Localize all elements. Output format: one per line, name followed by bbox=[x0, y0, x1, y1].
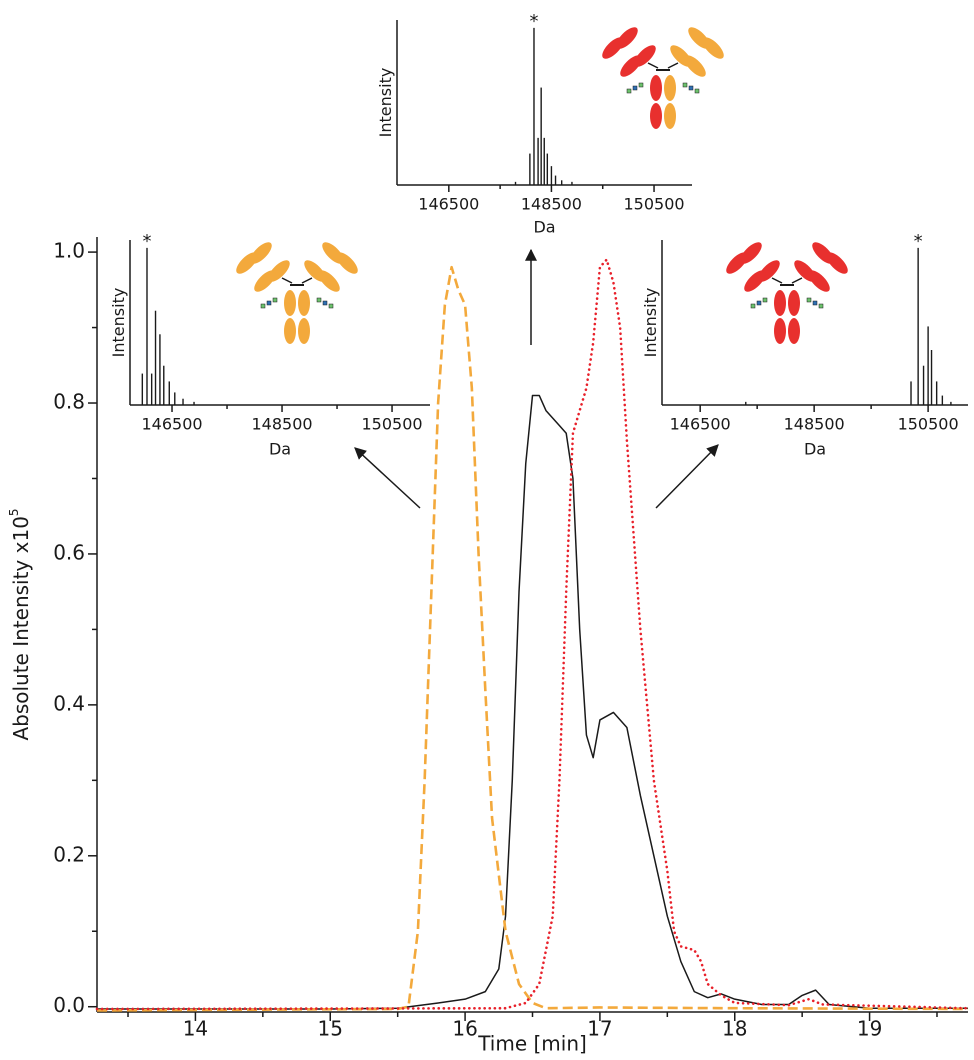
glycan bbox=[632, 85, 638, 91]
domain bbox=[284, 318, 296, 344]
domain bbox=[254, 270, 276, 292]
domain bbox=[298, 290, 310, 316]
domain bbox=[650, 75, 662, 101]
x-tick-label: 17 bbox=[587, 1017, 612, 1041]
y-tick-label: 0.4 bbox=[53, 691, 85, 715]
glycan bbox=[638, 82, 644, 88]
glycan bbox=[682, 82, 688, 88]
domain bbox=[788, 318, 800, 344]
arrow bbox=[655, 444, 719, 509]
x-axis-label: Da bbox=[533, 218, 555, 237]
x-tick-label: 150500 bbox=[623, 195, 684, 214]
y-axis-label: Intensity bbox=[641, 288, 660, 358]
disulfide bbox=[647, 62, 659, 69]
y-axis-label-text: Intensity bbox=[376, 68, 395, 138]
x-tick-label: 15 bbox=[318, 1017, 343, 1041]
x-tick-label: 150500 bbox=[362, 415, 423, 434]
y-axis-label-text: Absolute Intensity x10 bbox=[9, 516, 33, 740]
x-tick-label: 148500 bbox=[521, 195, 582, 214]
disulfide bbox=[791, 277, 803, 284]
x-tick-label: 16 bbox=[452, 1017, 477, 1041]
domain bbox=[788, 290, 800, 316]
x-tick-label: 146500 bbox=[670, 415, 731, 434]
y-axis-label: Absolute Intensity x105 bbox=[7, 508, 33, 740]
y-tick-label: 0.2 bbox=[53, 842, 85, 866]
domain bbox=[620, 55, 642, 77]
glycan bbox=[812, 300, 818, 306]
domain bbox=[336, 252, 358, 274]
antibody-icon bbox=[726, 242, 848, 344]
x-axis-label: Time [min] bbox=[477, 1032, 587, 1056]
domain bbox=[774, 290, 786, 316]
domain bbox=[664, 103, 676, 129]
x-axis-label: Da bbox=[804, 440, 826, 459]
domain bbox=[684, 55, 706, 77]
y-tick-label: 0.8 bbox=[53, 390, 85, 414]
domain bbox=[236, 252, 258, 274]
glycan bbox=[328, 303, 334, 309]
antibody-icon bbox=[602, 27, 724, 129]
y-axis-label: Intensity bbox=[376, 68, 395, 138]
x-tick-label: 148500 bbox=[784, 415, 845, 434]
y-axis-label: Intensity bbox=[109, 288, 128, 358]
glycan bbox=[260, 303, 266, 309]
glycan bbox=[266, 300, 272, 306]
trace bbox=[97, 394, 968, 1010]
domain bbox=[744, 270, 766, 292]
x-tick-label: 148500 bbox=[251, 415, 312, 434]
x-tick-label: 150500 bbox=[898, 415, 959, 434]
domain bbox=[808, 270, 830, 292]
antibody-icons bbox=[236, 27, 848, 344]
glycan bbox=[694, 88, 700, 94]
x-tick-label: 146500 bbox=[418, 195, 479, 214]
domain bbox=[702, 37, 724, 59]
glycan bbox=[316, 297, 322, 303]
domain bbox=[650, 103, 662, 129]
disulfide bbox=[667, 62, 679, 69]
antibody-icon bbox=[236, 242, 358, 344]
y-tick-label: 0.0 bbox=[53, 993, 85, 1017]
glycan bbox=[626, 88, 632, 94]
domain bbox=[602, 37, 624, 59]
x-tick-label: 18 bbox=[722, 1017, 747, 1041]
arrows bbox=[354, 248, 719, 509]
glycan bbox=[750, 303, 756, 309]
y-axis-label-exponent: 5 bbox=[7, 508, 21, 516]
glycan bbox=[756, 300, 762, 306]
arrow bbox=[354, 447, 421, 509]
disulfide bbox=[771, 277, 783, 284]
y-axis-label-text: Intensity bbox=[641, 288, 660, 358]
trace bbox=[96, 265, 969, 1012]
trace bbox=[95, 258, 970, 1011]
glycan bbox=[272, 297, 278, 303]
x-axis-label: Da bbox=[269, 440, 291, 459]
y-tick-label: 0.6 bbox=[53, 540, 85, 564]
y-tick-label: 1.0 bbox=[53, 239, 85, 263]
y-axis-label-text: Intensity bbox=[109, 288, 128, 358]
peak-annotation: * bbox=[529, 11, 538, 32]
domain bbox=[298, 318, 310, 344]
disulfide bbox=[281, 277, 293, 284]
domain bbox=[664, 75, 676, 101]
glycan bbox=[322, 300, 328, 306]
x-tick-label: 19 bbox=[857, 1017, 882, 1041]
glycan bbox=[806, 297, 812, 303]
glycan bbox=[818, 303, 824, 309]
domain bbox=[284, 290, 296, 316]
x-tick-label: 146500 bbox=[141, 415, 202, 434]
domain bbox=[318, 270, 340, 292]
domain bbox=[774, 318, 786, 344]
glycan bbox=[688, 85, 694, 91]
domain bbox=[726, 252, 748, 274]
glycan bbox=[762, 297, 768, 303]
x-tick-label: 14 bbox=[183, 1017, 208, 1041]
disulfide bbox=[301, 277, 313, 284]
domain bbox=[826, 252, 848, 274]
peak-annotation: * bbox=[142, 231, 151, 252]
peak-annotation: * bbox=[914, 231, 923, 252]
